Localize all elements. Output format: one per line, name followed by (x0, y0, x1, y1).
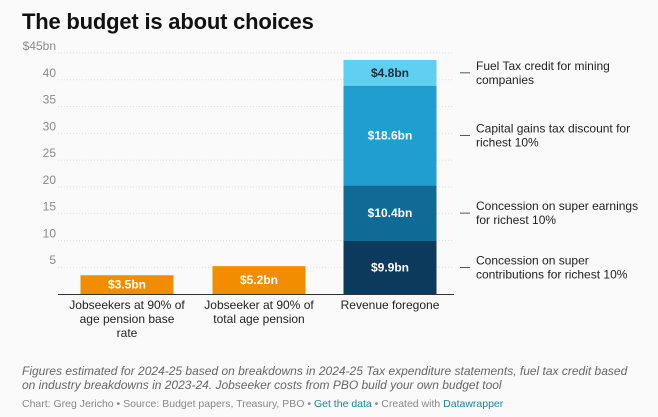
category-label: total age pension (213, 312, 304, 326)
datawrapper-link[interactable]: Datawrapper (443, 398, 504, 410)
bar-value-label: $10.4bn (368, 206, 413, 220)
gridlines: $45bn 40 35 30 25 20 15 10 5 (23, 39, 454, 295)
bar-segment (343, 85, 437, 186)
annotation-label: companies (476, 73, 534, 87)
bar-value-label: $9.9bn (371, 260, 409, 274)
bar-segment (343, 240, 437, 294)
chart-title: The budget is about choices (22, 9, 314, 34)
bar-value-label: $3.5bn (108, 278, 146, 292)
bar-value-label: $4.8bn (371, 66, 409, 80)
y-tick-label: 10 (43, 226, 57, 240)
category-label: Jobseeker at 90% of (204, 298, 314, 312)
y-tick-label: 30 (43, 119, 57, 133)
annotation-label: Concession on super (476, 253, 589, 267)
annotation-label: Fuel Tax credit for mining (476, 59, 610, 73)
bar-segment (343, 59, 437, 86)
bar-segment (343, 185, 437, 241)
annotation-label: for richest 10% (476, 213, 556, 227)
category-label: age pension base (80, 312, 175, 326)
bar-value-label: $18.6bn (368, 128, 413, 142)
chart-notes: Figures estimated for 2024-25 based on b… (22, 364, 628, 392)
chart-footer: Chart: Greg Jericho • Source: Budget pap… (22, 398, 503, 410)
y-tick-label: 20 (43, 173, 57, 187)
y-tick-label: 5 (49, 253, 56, 267)
bar-value-label: $5.2bn (240, 273, 278, 287)
y-tick-label: $45bn (23, 39, 56, 53)
get-the-data-link[interactable]: Get the data (313, 398, 372, 410)
category-label: Revenue foregone (341, 298, 440, 312)
footer-credit: Chart: Greg Jericho • Source: Budget pap… (22, 398, 314, 410)
bars: $3.5bn $5.2bn $9.9bn $10.4bn $18.6bn $4.8bn (80, 59, 437, 294)
annotation-label: Capital gains tax discount for (476, 121, 630, 135)
bar-segment (80, 275, 174, 294)
bar-segment (212, 266, 306, 294)
footer-created-with-text: • Created with (371, 398, 444, 410)
category-label: rate (117, 326, 138, 340)
annotation-label: richest 10% (476, 135, 539, 149)
annotation-label: Concession on super earnings (476, 199, 638, 213)
y-tick-label: 35 (43, 93, 57, 107)
y-tick-label: 25 (43, 146, 57, 160)
category-label: Jobseekers at 90% of (69, 298, 185, 312)
y-tick-label: 15 (43, 200, 57, 214)
annotation-label: contributions for richest 10% (476, 267, 628, 281)
y-tick-label: 40 (43, 66, 57, 80)
